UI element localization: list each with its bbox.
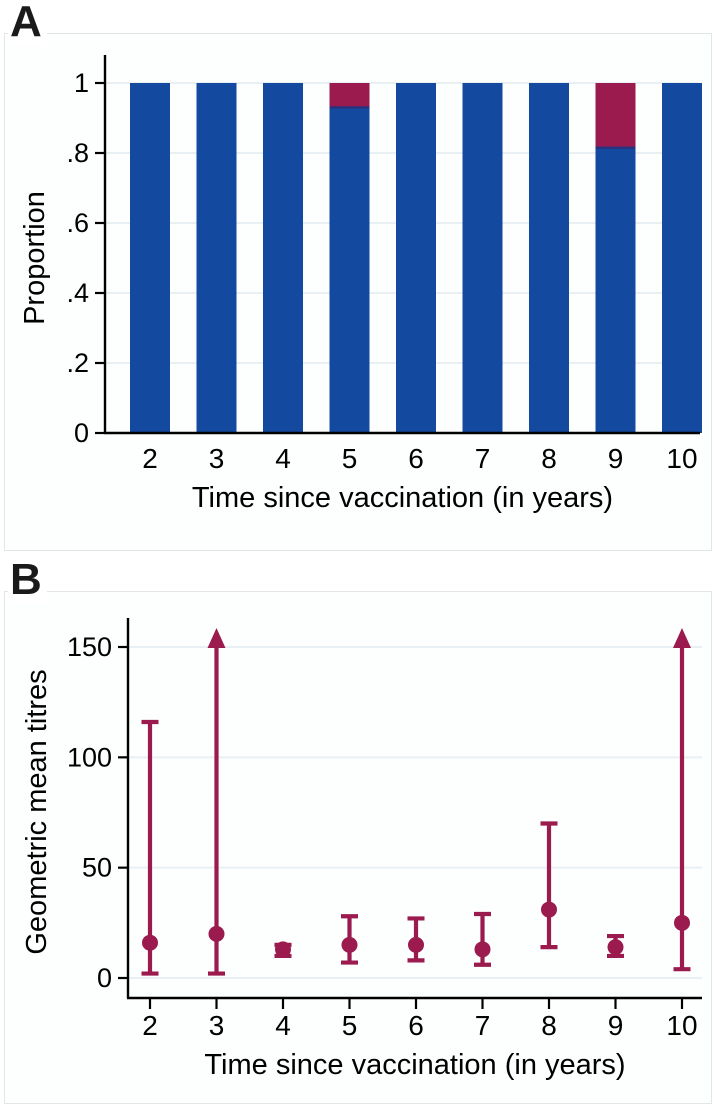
panel-b: B 0 50 100 150 2 3 4 5 6 7 8 9 10 Time since vaccinat… (0, 558, 720, 1118)
ci-upper-arrow (207, 628, 226, 648)
estimate-marker (275, 941, 291, 958)
y-tick-label: .8 (66, 138, 89, 168)
estimate-marker (674, 914, 690, 931)
bar-segment-not-seroprotected (595, 83, 636, 148)
x-tick-label: 3 (209, 1010, 225, 1041)
panel-a: A 2 3 4 5 6 7 8 9 10 0 .2 .4 .6 .8 1 Time since vaccina… (0, 0, 720, 558)
bar-segment-seroprotected (196, 83, 237, 433)
y-tick-label: 150 (67, 632, 112, 662)
x-tick-label: 10 (666, 443, 697, 474)
estimate-marker (142, 934, 158, 951)
x-tick-label: 8 (541, 1010, 557, 1041)
estimate-marker (541, 901, 557, 918)
y-tick-label: .4 (66, 278, 89, 308)
estimate-marker (607, 939, 624, 956)
ci-point-year-7 (474, 911, 491, 967)
x-tick-label: 7 (475, 1010, 491, 1041)
ci-point-year-2 (141, 719, 159, 976)
estimate-marker (474, 941, 491, 958)
estimate-marker (408, 936, 424, 953)
y-tick-label: 0 (97, 963, 112, 993)
y-tick-label: 50 (82, 853, 112, 883)
x-tick-label: 2 (142, 443, 158, 474)
y-axis-title: Proportion (19, 191, 51, 325)
x-tick-label: 6 (408, 443, 424, 474)
ci-point-year-3 (207, 628, 226, 976)
ci-point-year-5 (341, 914, 358, 965)
panel-a-stacked-bar-chart: 2 3 4 5 6 7 8 9 10 0 .2 .4 .6 .8 1 Time since vaccinati… (19, 55, 702, 514)
y-axis-title: Geometric mean titres (21, 669, 53, 954)
bar-segment-seroprotected (263, 83, 303, 433)
ci-point-year-10 (673, 628, 691, 972)
panel-a-letter: A (8, 0, 47, 46)
bar-segment-seroprotected (529, 83, 569, 433)
panel-b-frame (4, 591, 712, 1104)
bar-segment-not-seroprotected (329, 83, 370, 108)
estimate-marker (208, 925, 225, 942)
bar-segment-seroprotected (130, 83, 170, 433)
ci-point-year-6 (407, 916, 425, 963)
x-tick-label: 3 (209, 443, 225, 474)
x-tick-label: 7 (475, 443, 491, 474)
estimate-marker (341, 936, 358, 953)
x-axis-title: Time since vaccination (in years) (204, 1049, 625, 1081)
bar-segment-seroprotected (462, 83, 503, 433)
x-tick-label: 2 (142, 1010, 158, 1041)
y-tick-label: .6 (66, 208, 89, 238)
bar-segment-seroprotected (595, 147, 636, 433)
x-tick-label: 9 (608, 443, 624, 474)
x-axis-title: Time since vaccination (in years) (192, 482, 613, 514)
ci-point-year-4 (274, 941, 292, 959)
x-tick-label: 4 (275, 443, 291, 474)
y-tick-label: .2 (66, 348, 89, 378)
y-tick-label: 0 (74, 418, 89, 448)
bar-segment-seroprotected (329, 107, 370, 433)
x-tick-label: 8 (541, 443, 557, 474)
x-tick-label: 5 (342, 1010, 358, 1041)
bar-segment-seroprotected (396, 83, 436, 433)
x-tick-label: 5 (342, 443, 358, 474)
y-tick-label: 100 (67, 742, 112, 772)
panel-b-point-ci-chart: 0 50 100 150 2 3 4 5 6 7 8 9 10 Time since vaccinatio… (21, 618, 702, 1081)
x-tick-label: 10 (666, 1010, 697, 1041)
bar-segment-seroprotected (662, 83, 702, 433)
ci-point-year-9 (607, 933, 624, 959)
panel-b-letter: B (8, 558, 47, 604)
ci-point-year-8 (540, 821, 558, 950)
x-tick-label: 4 (275, 1010, 291, 1041)
y-tick-label: 1 (74, 68, 89, 98)
x-tick-label: 9 (608, 1010, 624, 1041)
x-tick-label: 6 (408, 1010, 424, 1041)
ci-upper-arrow (673, 628, 691, 648)
